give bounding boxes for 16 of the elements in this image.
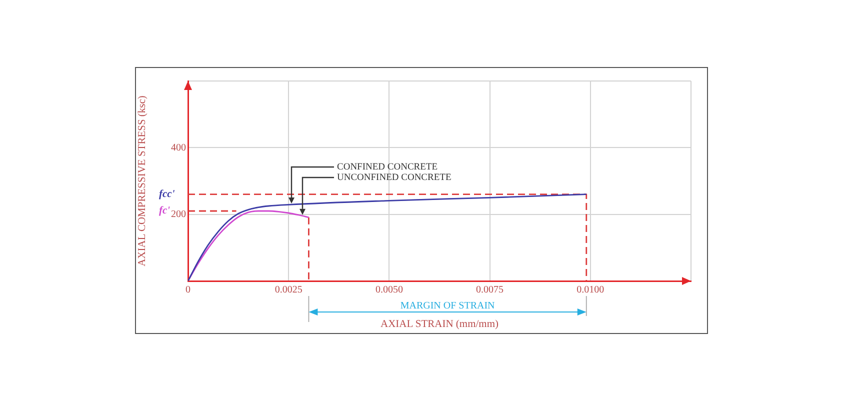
x-tick-label: 0.0050 (375, 284, 403, 296)
text: UNCONFINED CONCRETE (337, 173, 452, 183)
line-series (188, 210, 310, 281)
y-tick-label: 400 (171, 142, 186, 154)
line-series (188, 194, 588, 281)
text: CONFINED CONCRETE (337, 162, 438, 172)
x-tick-label: 0.0075 (476, 284, 504, 296)
y-axis-title: AXIAL COMPRESSIVE STRESS (ksc) (137, 95, 148, 266)
x-tick-label: 0.0025 (274, 284, 302, 296)
y-tick-label: 200 (171, 208, 186, 220)
x-tick-label: 0 (186, 284, 190, 296)
x-tick-label: 0.0100 (576, 284, 604, 296)
annotation: fcc' (159, 189, 175, 200)
annotation: fc' (159, 206, 170, 217)
text: MARGIN OF STRAIN (400, 300, 495, 312)
x-axis-title: AXIAL STRAIN (mm/mm) (380, 318, 500, 330)
